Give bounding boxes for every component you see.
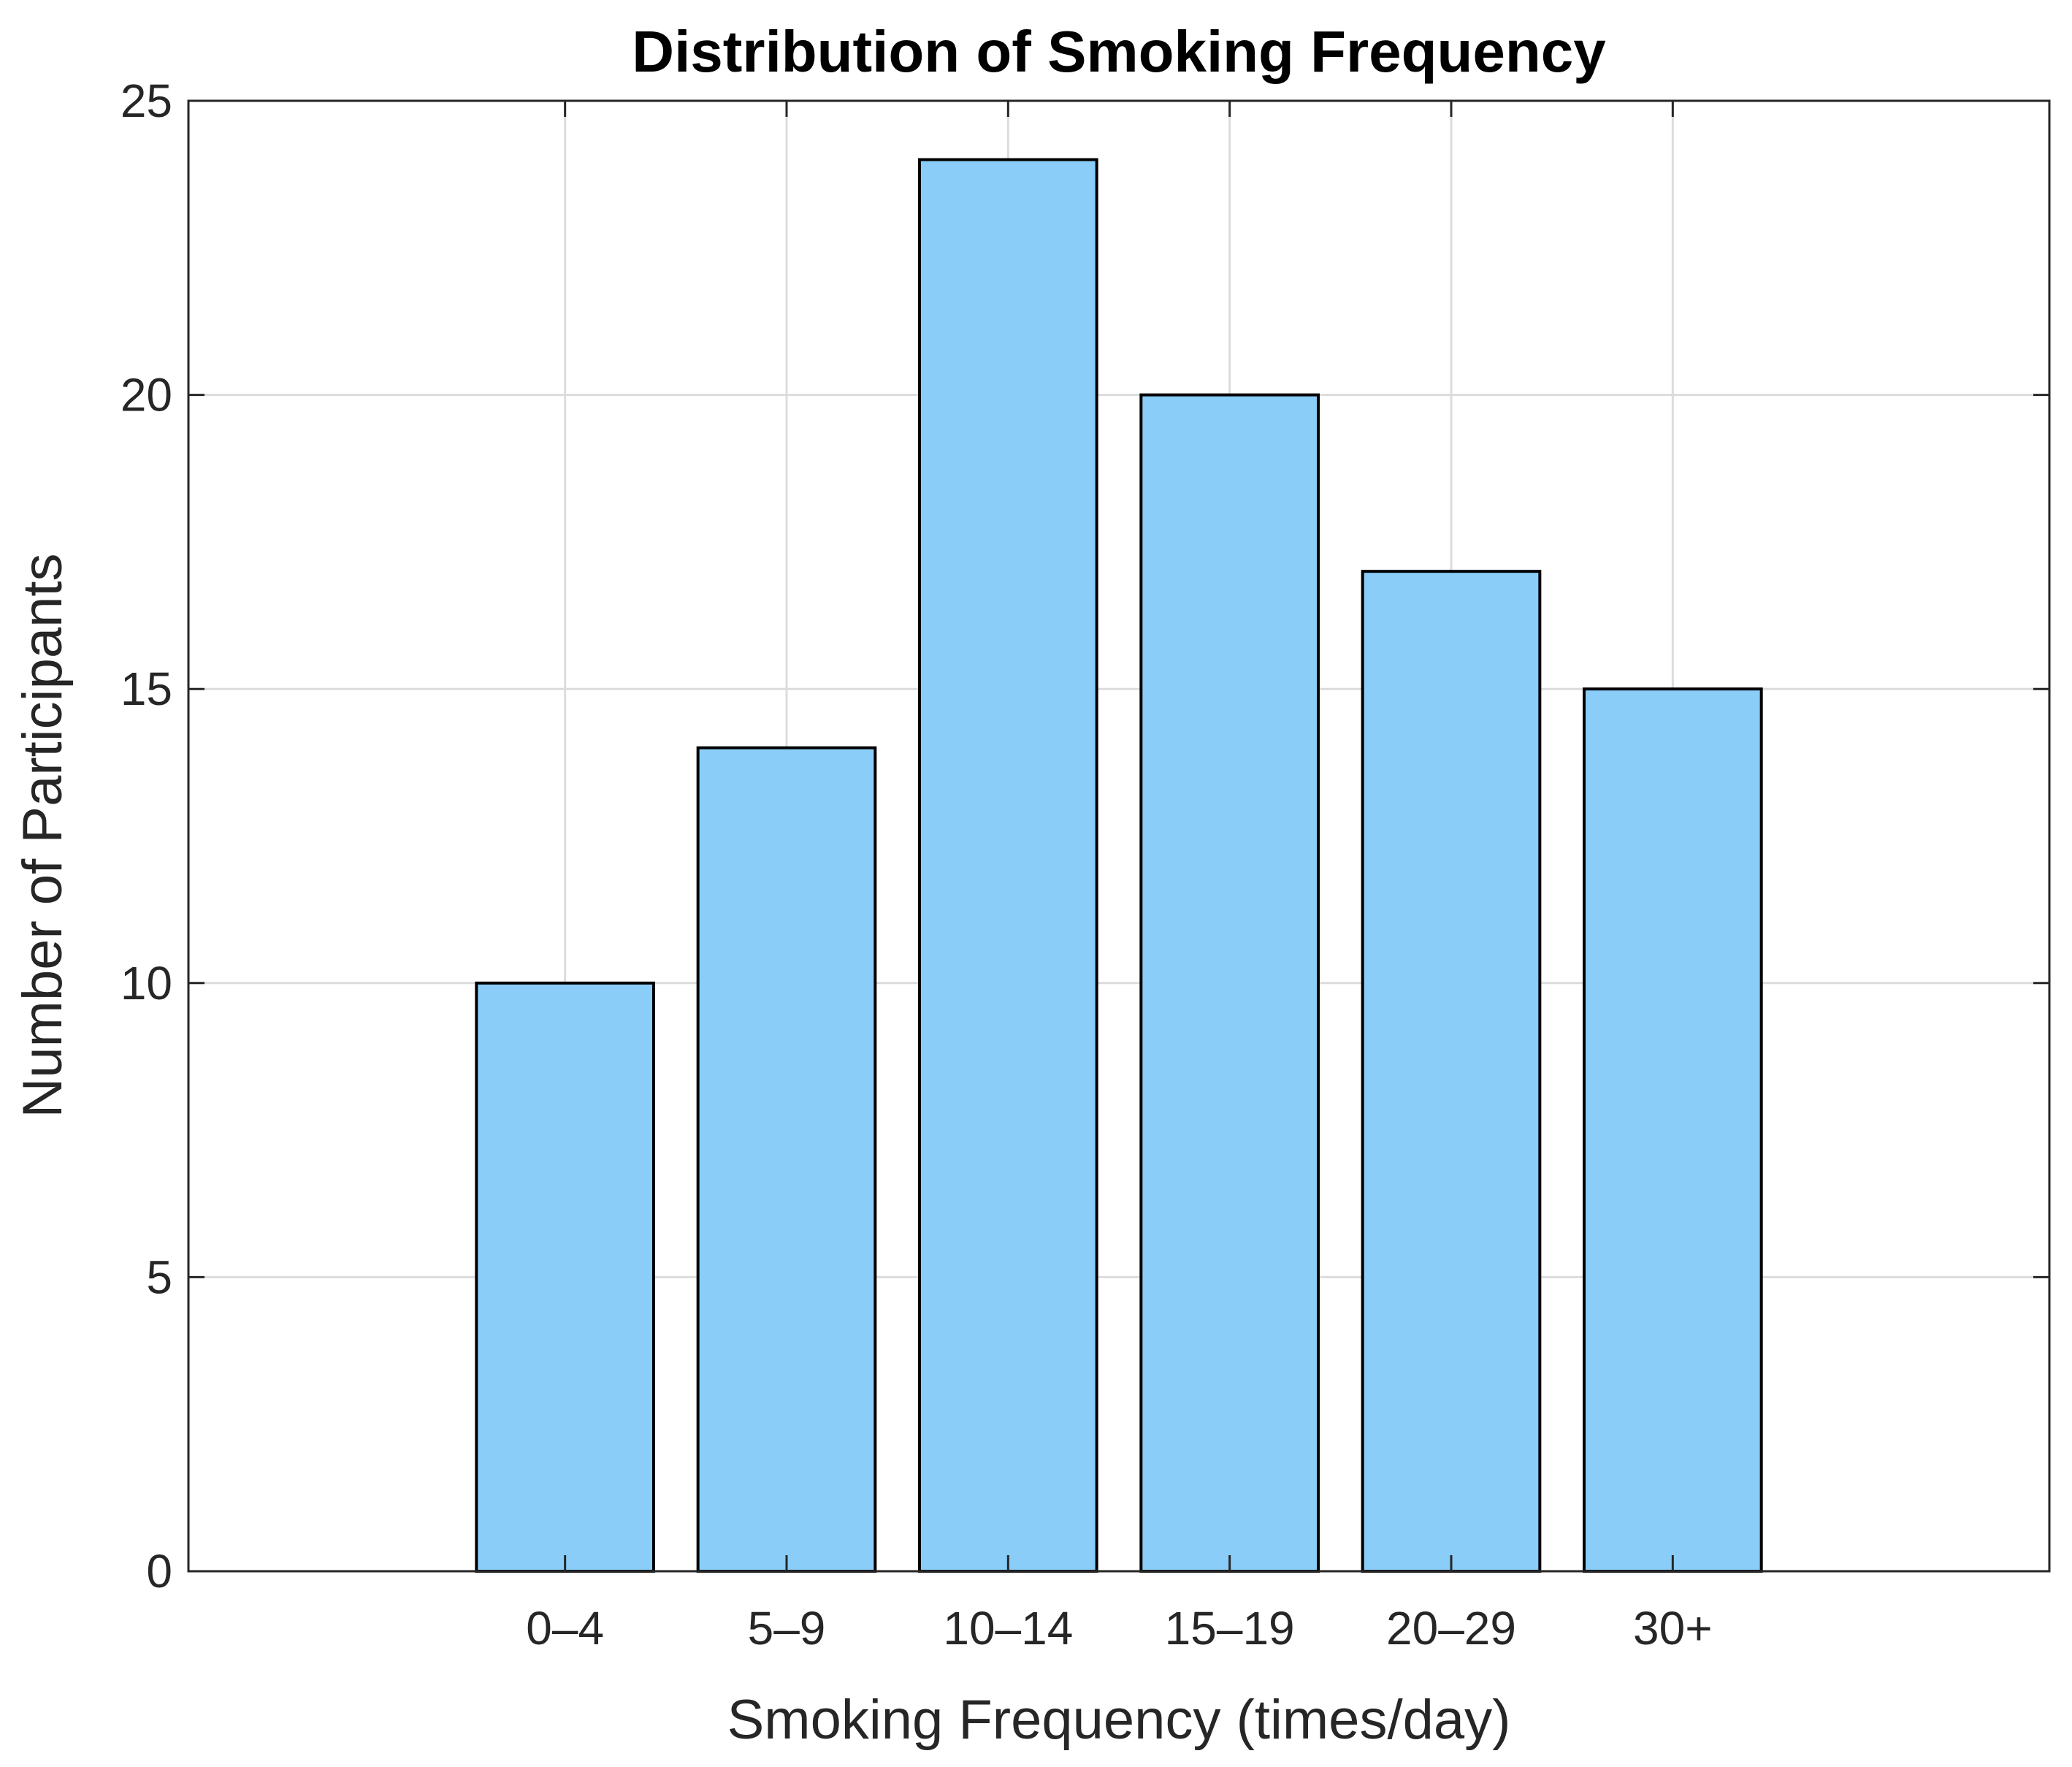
y-tick-label: 20 (121, 369, 172, 421)
y-tick-label: 25 (121, 75, 172, 127)
ticks (188, 99, 2049, 1573)
y-axis-label: Number of Participants (12, 554, 74, 1118)
bar (1139, 393, 1320, 1573)
tick-labels: 0 5 10 15 20 25 0–4 5–9 10–14 15–19 20–29 30+ (121, 75, 1713, 1655)
y-tick-label: 5 (146, 1251, 172, 1303)
plot-area-frame (187, 99, 2051, 1573)
chart-title: Distribution of Smoking Frequency (632, 19, 1606, 84)
grid-lines (188, 101, 2049, 1571)
x-axis-label: Smoking Frequency (times/day) (727, 1689, 1511, 1751)
x-tick-label: 5–9 (748, 1602, 826, 1655)
bar (475, 981, 655, 1573)
y-tick-label: 15 (121, 663, 172, 715)
x-tick-label: 0–4 (526, 1602, 604, 1655)
bar (696, 746, 877, 1573)
bar (1583, 687, 1763, 1573)
y-tick-label: 10 (121, 957, 172, 1010)
x-tick-label: 30+ (1633, 1602, 1713, 1655)
x-tick-label: 10–14 (943, 1602, 1073, 1655)
axes (187, 99, 2051, 1573)
x-tick-label: 15–19 (1165, 1602, 1295, 1655)
bars (475, 158, 1763, 1573)
bar (1361, 570, 1542, 1573)
x-tick-label: 20–29 (1386, 1602, 1516, 1655)
y-tick-label: 0 (146, 1545, 172, 1598)
bar (918, 158, 1098, 1573)
